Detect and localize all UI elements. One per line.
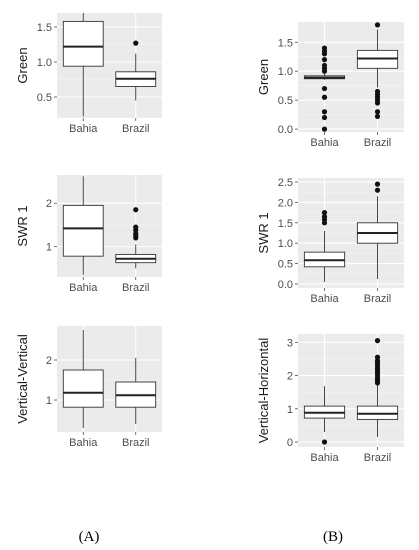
outlier-point <box>321 62 328 69</box>
x-tick-label: Bahia <box>69 123 98 135</box>
outlier-point <box>133 40 139 46</box>
outlier-point <box>374 113 381 119</box>
x-tick-label: Bahia <box>310 137 339 149</box>
outlier-point <box>374 187 381 193</box>
outlier-point <box>321 114 328 121</box>
box-bahia <box>62 20 104 67</box>
outlier-point <box>374 181 381 187</box>
y-tick-label: 1 <box>46 242 52 254</box>
x-tick-label: Brazil <box>122 282 150 294</box>
y-tick-label: 0.0 <box>278 279 293 291</box>
y-tick-label: 2 <box>287 371 293 383</box>
outlier-point <box>374 88 381 95</box>
panel-3: 1 2 Bahia Brazil SWR 1 <box>15 175 162 294</box>
x-tick-label: Brazil <box>364 452 392 464</box>
y-tick-label: 2.0 <box>278 197 293 209</box>
panel-2: 0.0 0.5 1.0 1.5 Bahia Brazil Green <box>256 22 404 149</box>
y-tick-label: 0 <box>287 437 293 449</box>
y-tick-label: 1.0 <box>278 238 293 250</box>
panel-6: 0 1 2 3 Bahia Brazil Vertical-Horizontal <box>256 334 404 464</box>
x-tick-label: Brazil <box>122 437 150 449</box>
outlier-point <box>321 210 328 216</box>
x-tick-label: Bahia <box>310 452 339 464</box>
outlier-point <box>374 109 381 115</box>
y-axis-label: Green <box>256 59 271 95</box>
y-tick-label: 2 <box>46 355 52 367</box>
y-axis-label: SWR 1 <box>15 205 30 246</box>
y-axis-label: Vertical-Horizontal <box>256 338 271 444</box>
outlier-point <box>133 207 139 213</box>
x-tick-label: Brazil <box>364 137 392 149</box>
outlier-point <box>374 22 381 28</box>
panel-label-b: (B) <box>323 529 343 545</box>
y-axis-label: SWR 1 <box>256 212 271 253</box>
y-tick-label: 1.0 <box>278 66 293 78</box>
y-tick-label: 1 <box>46 395 52 407</box>
y-tick-label: 1.5 <box>37 22 52 34</box>
outlier-point <box>321 126 328 132</box>
x-tick-label: Bahia <box>310 293 339 305</box>
x-tick-label: Brazil <box>122 123 150 135</box>
outlier-point <box>321 94 328 100</box>
panel-5: 1 2 Bahia Brazil Vertical-Vertical <box>15 326 162 449</box>
y-tick-label: 1.0 <box>37 57 52 69</box>
outlier-point <box>321 439 328 445</box>
y-tick-label: 2 <box>46 198 52 210</box>
plot-background <box>298 334 404 447</box>
y-tick-label: 0.0 <box>278 124 293 136</box>
x-tick-label: Bahia <box>69 437 98 449</box>
outlier-point <box>321 85 328 92</box>
y-tick-label: 3 <box>287 337 293 349</box>
y-tick-label: 0.5 <box>278 259 293 271</box>
outlier-point <box>321 109 328 115</box>
panel-1: 0.5 1.0 1.5 Bahia Brazil Green <box>15 13 162 135</box>
y-tick-label: 2.5 <box>278 177 293 189</box>
box-bahia <box>62 204 104 257</box>
box-bahia <box>62 369 104 408</box>
y-tick-label: 0.5 <box>278 95 293 107</box>
y-tick-label: 1.5 <box>278 37 293 49</box>
outlier-point <box>321 214 328 220</box>
y-tick-label: 0.5 <box>37 92 52 104</box>
y-axis-label: Vertical-Vertical <box>15 334 30 424</box>
y-axis-label: Green <box>15 47 30 83</box>
panel-4: 0.0 0.5 1.0 1.5 2.0 2.5 Bahia Brazil SWR 1 <box>256 177 404 305</box>
outlier-point <box>321 57 328 63</box>
x-tick-label: Bahia <box>69 282 98 294</box>
panel-label-a: (A) <box>79 529 100 545</box>
x-tick-label: Brazil <box>364 293 392 305</box>
outlier-point <box>321 45 328 51</box>
y-tick-label: 1.5 <box>278 218 293 230</box>
outlier-point <box>374 354 381 360</box>
outlier-point <box>133 224 139 230</box>
y-tick-label: 1 <box>287 404 293 416</box>
outlier-point <box>374 338 381 344</box>
